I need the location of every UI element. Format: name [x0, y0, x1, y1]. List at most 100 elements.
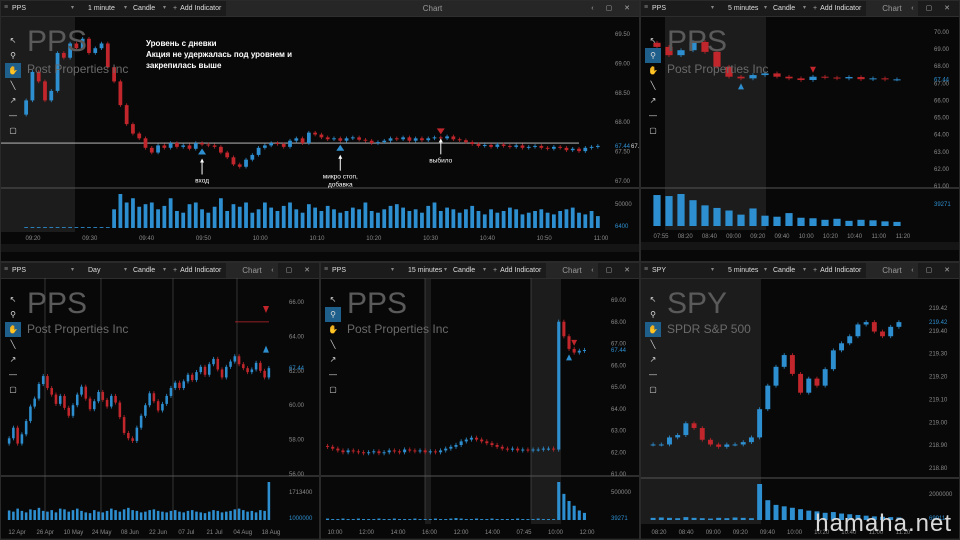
rectangle-icon[interactable]: ▢ [649, 385, 657, 394]
add-indicator-button[interactable]: Add Indicator [493, 267, 541, 274]
menu-icon[interactable]: ≡ [324, 266, 329, 273]
add-indicator-button[interactable]: Add Indicator [173, 267, 221, 274]
line-tool-icon[interactable]: ╲ [650, 81, 656, 90]
price-chart[interactable]: 219.42 219.40 219.30 219.20 219.10 219.00 218.… [641, 278, 960, 540]
pointer-icon[interactable]: ↖ [649, 36, 657, 45]
chart-type-selector[interactable]: Candle [453, 267, 476, 274]
candle [806, 378, 812, 393]
chart-type-selector[interactable]: Candle [773, 267, 796, 274]
line-tool-icon[interactable]: ╲ [10, 81, 16, 90]
chart-pane-spy-5min[interactable]: ≡ SPY ▾ 5 minutes ▾ Candle ▾ Add Indicat… [640, 262, 960, 540]
horizontal-line-icon[interactable]: — [9, 111, 17, 120]
candle [200, 143, 204, 145]
horizontal-line-icon[interactable]: — [9, 370, 17, 379]
pointer-icon[interactable]: ↖ [9, 36, 17, 45]
hand-icon[interactable]: ✋ [328, 325, 338, 334]
line-tool-icon[interactable]: ╲ [650, 340, 656, 349]
chevron-down-icon[interactable]: ▾ [124, 267, 128, 273]
interval-selector[interactable]: 5 minutes [728, 5, 759, 12]
arrow-tool-icon[interactable]: ↗ [329, 355, 337, 364]
chart-type-selector[interactable]: Candle [773, 5, 796, 12]
zoom-icon[interactable]: ⚲ [10, 51, 16, 60]
chevron-down-icon[interactable]: ▾ [391, 267, 395, 273]
pointer-icon[interactable]: ↖ [329, 295, 337, 304]
chevron-down-icon[interactable]: ▾ [711, 5, 715, 11]
symbol-selector[interactable]: SPY [652, 267, 667, 274]
menu-icon[interactable]: ≡ [644, 4, 649, 11]
chevron-down-icon[interactable]: ▾ [163, 5, 167, 11]
interval-selector[interactable]: 5 minutes [728, 267, 759, 274]
candle [667, 437, 672, 445]
chart-type-selector[interactable]: Candle [133, 267, 156, 274]
symbol-selector[interactable]: PPS [12, 267, 27, 274]
rectangle-icon[interactable]: ▢ [9, 385, 17, 394]
hand-icon[interactable]: ✋ [648, 66, 658, 75]
chevron-down-icon[interactable]: ▾ [483, 267, 487, 273]
rectangle-icon[interactable]: ▢ [9, 126, 17, 135]
rectangle-icon[interactable]: ▢ [329, 385, 337, 394]
candle [689, 41, 697, 51]
add-indicator-button[interactable]: Add Indicator [813, 5, 861, 12]
chart-pane-pps-1min[interactable]: ≡ PPS ▾ 1 minute ▾ Candle ▾ Add Indicato… [0, 0, 640, 262]
zoom-icon[interactable]: ⚲ [650, 310, 656, 319]
menu-icon[interactable]: ≡ [4, 266, 9, 273]
window-controls[interactable]: ‹ ▢ ✕ [271, 267, 315, 274]
line-tool-icon[interactable]: ╲ [330, 340, 336, 349]
chart-type-selector[interactable]: Candle [133, 5, 156, 12]
price-chart[interactable]: 66.00 64.00 62.00 60.00 58.00 56.00 67.44 17134… [1, 278, 320, 540]
menu-icon[interactable]: ≡ [644, 266, 649, 273]
chevron-down-icon[interactable]: ▾ [444, 267, 448, 273]
horizontal-line-icon[interactable]: — [649, 111, 657, 120]
chevron-down-icon[interactable]: ▾ [803, 267, 807, 273]
price-chart[interactable]: 69.50 69.00 68.50 68.00 67.50 67.00 67.4467.47… [1, 16, 640, 262]
window-controls[interactable]: ‹ ▢ ✕ [911, 5, 955, 12]
chevron-down-icon[interactable]: ▾ [803, 5, 807, 11]
chevron-down-icon[interactable]: ▾ [764, 267, 768, 273]
candle [341, 450, 345, 453]
chevron-down-icon[interactable]: ▾ [711, 267, 715, 273]
chart-pane-pps-15min[interactable]: ≡ PPS ▾ 15 minutes ▾ Candle ▾ Add Indica… [320, 262, 640, 540]
window-controls[interactable]: ‹ ▢ ✕ [911, 267, 955, 274]
window-controls[interactable]: ‹ ▢ ✕ [591, 267, 635, 274]
chevron-down-icon[interactable]: ▾ [764, 5, 768, 11]
volume-bar [500, 519, 504, 520]
volume-bar [445, 207, 449, 228]
zoom-icon[interactable]: ⚲ [645, 48, 661, 63]
interval-selector[interactable]: 1 minute [88, 5, 115, 12]
time-axis-label: 08:20 [678, 234, 694, 240]
pointer-icon[interactable]: ↖ [9, 295, 17, 304]
window-controls[interactable]: ‹ ▢ ✕ [591, 5, 635, 12]
volume-bar [43, 227, 47, 228]
line-tool-icon[interactable]: ╲ [10, 340, 16, 349]
chart-pane-pps-day[interactable]: ≡ PPS ▾ Day ▾ Candle ▾ Add Indicator Cha… [0, 262, 320, 540]
candle [781, 355, 787, 367]
symbol-selector[interactable]: PPS [332, 267, 347, 274]
price-chart[interactable]: 69.00 68.00 67.00 66.00 65.00 64.00 63.00 62.00… [321, 278, 640, 540]
arrow-tool-icon[interactable]: ↗ [9, 355, 17, 364]
add-indicator-button[interactable]: Add Indicator [813, 267, 861, 274]
chevron-down-icon[interactable]: ▾ [71, 267, 75, 273]
hand-icon[interactable]: ✋ [645, 322, 661, 337]
interval-selector[interactable]: Day [88, 267, 101, 274]
interval-selector[interactable]: 15 minutes [408, 267, 443, 274]
chart-pane-pps-5min[interactable]: ≡ PPS ▾ 5 minutes ▾ Candle ▾ Add Indicat… [640, 0, 960, 262]
zoom-icon[interactable]: ⚲ [10, 310, 16, 319]
menu-icon[interactable]: ≡ [4, 4, 9, 11]
arrow-tool-icon[interactable]: ↗ [649, 355, 657, 364]
pointer-icon[interactable]: ↖ [649, 295, 657, 304]
zoom-icon[interactable]: ⚲ [325, 307, 341, 322]
arrow-tool-icon[interactable]: ↗ [649, 96, 657, 105]
horizontal-line-icon[interactable]: — [329, 370, 337, 379]
chevron-down-icon[interactable]: ▾ [71, 5, 75, 11]
hand-icon[interactable]: ✋ [5, 322, 21, 337]
horizontal-line-icon[interactable]: — [649, 370, 657, 379]
hand-icon[interactable]: ✋ [5, 63, 21, 78]
chevron-down-icon[interactable]: ▾ [163, 267, 167, 273]
add-indicator-button[interactable]: Add Indicator [173, 5, 221, 12]
symbol-selector[interactable]: PPS [12, 5, 27, 12]
symbol-selector[interactable]: PPS [652, 5, 667, 12]
arrow-tool-icon[interactable]: ↗ [9, 96, 17, 105]
chevron-down-icon[interactable]: ▾ [124, 5, 128, 11]
price-chart[interactable]: 70.00 69.00 68.00 67.00 66.00 65.00 64.00 63.00… [641, 16, 960, 262]
rectangle-icon[interactable]: ▢ [649, 126, 657, 135]
